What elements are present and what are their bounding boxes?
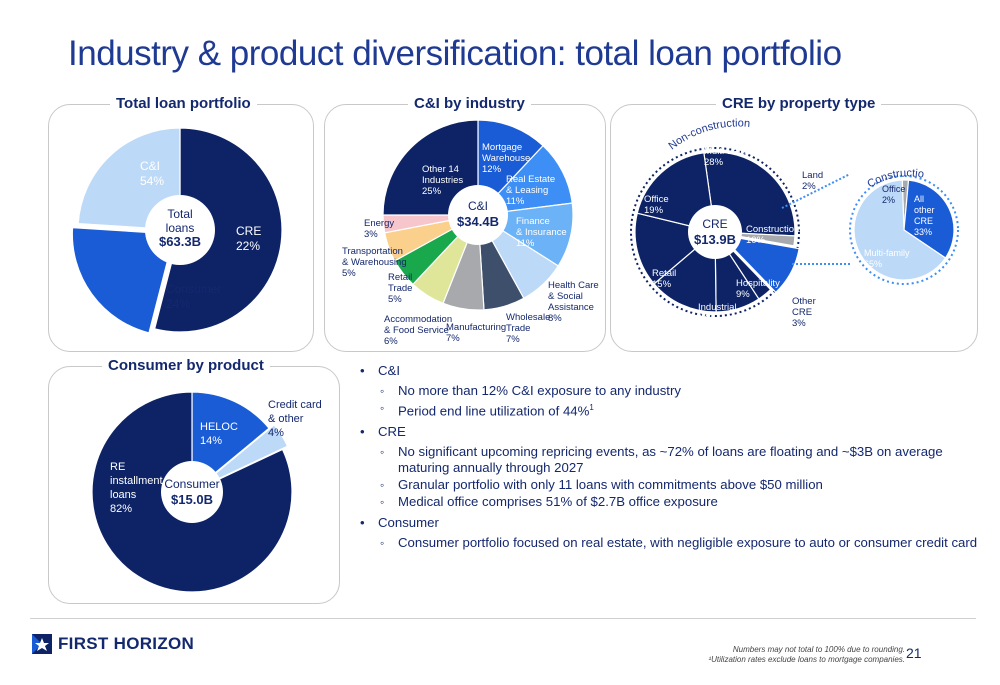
cre-slice-construction: [718, 233, 800, 294]
page-title: Industry & product diversification: tota…: [68, 34, 842, 73]
construction-label-all-other-cre: All other CRE 33%: [914, 194, 935, 237]
slice-label-cre: CRE: [236, 224, 261, 238]
cre-hole: [688, 205, 742, 259]
bullet-ci-sub-2: Period end line utilization of 44%1: [360, 400, 980, 419]
total-loans-center-label: Total loans: [166, 207, 195, 235]
slice-label-credit-card: Credit card & other 4%: [268, 399, 325, 439]
cre-slice-office: [636, 152, 716, 233]
slice-label-heloc: HELOC: [200, 421, 238, 433]
connector-top: [781, 173, 851, 209]
construction-ring: [849, 175, 959, 285]
cre-label-hospitality: Hospitality 9%: [736, 278, 780, 300]
bullet-ci-sub-1: No more than 12% C&I exposure to any ind…: [360, 383, 980, 399]
ci-label-health-care-social-assistance: Health Care & Social Assistance 8%: [548, 280, 599, 324]
total-loans-hole: [145, 195, 215, 265]
ci-industry-title: C&I by industry: [408, 95, 531, 112]
construction-label-multi-family: Multi-family 65%: [864, 248, 910, 269]
cre-label-other-cre: Other CRE 3%: [792, 296, 816, 329]
ci-center-value: $34.4B: [457, 214, 499, 229]
ci-hole: [448, 185, 508, 245]
slice-pct-consumer: 24%: [166, 297, 190, 311]
consumer-slice-heloc: [191, 391, 270, 494]
slice-label-re-installment: RE installment loans 82%: [110, 461, 166, 515]
bullet-cre-sub-3: Medical office comprises 51% of $2.7B of…: [360, 494, 980, 510]
cre-property-title: CRE by property type: [716, 95, 882, 112]
consumer-product-title: Consumer by product: [102, 357, 270, 374]
ci-label-manufacturing: Manufacturing 7%: [446, 322, 506, 344]
footnote-utilization: ¹Utilization rates exclude loans to mort…: [708, 655, 905, 664]
total-loans-slice-cre: [71, 227, 176, 334]
ci-label-transportation-warehousing: Transportation & Warehousing 5%: [342, 246, 407, 279]
cre-label-industrial: Industrial 14%: [698, 302, 737, 324]
total-loans-slice-c-i: [153, 127, 283, 333]
slice-label-ci: C&I: [140, 159, 160, 173]
ci-label-wholesale-trade: Wholesale Trade 7%: [506, 312, 550, 345]
consumer-center-value: $15.0B: [171, 492, 213, 507]
ci-center-label: C&I: [468, 199, 488, 213]
footer-divider: [30, 618, 976, 619]
bullet-consumer: Consumer: [360, 514, 980, 531]
bullet-ci: C&I: [360, 362, 980, 379]
cre-label-retail: Retail 15%: [652, 268, 676, 290]
total-loans-center-value: $63.3B: [159, 234, 201, 249]
ci-label-other-14-industries: Other 14 Industries 25%: [422, 164, 463, 197]
cre-center-label: CRE: [702, 217, 727, 231]
logo-text: FIRST HORIZON: [58, 634, 195, 653]
cre-label-multi-family: Multi-Family 28%: [704, 146, 755, 168]
cre-label-office: Office 19%: [644, 194, 669, 216]
footnote-rounding: Numbers may not total to 100% due to rou…: [732, 645, 905, 654]
cre-property-chart: CRE $13.9B Non-construction Construction…: [612, 110, 959, 329]
key-points: C&I No more than 12% C&I exposure to any…: [360, 362, 980, 552]
bullet-cre-sub-1: No significant upcoming repricing events…: [360, 444, 980, 476]
footnotes: Numbers may not total to 100% due to rou…: [708, 645, 905, 665]
ci-industry-chart: C&I $34.4B Mortgage Warehouse 12%Real Esta…: [342, 119, 599, 347]
non-construction-ring: [630, 147, 800, 317]
logo-mark-icon: [32, 634, 52, 654]
consumer-hole: [161, 461, 223, 523]
cre-label-construction: Construction 10%: [746, 224, 799, 246]
total-loans-slice-consumer: [77, 127, 181, 231]
page-number: 21: [906, 645, 922, 661]
construction-slice-multi-family: [853, 179, 947, 281]
ci-label-real-estate-leasing: Real Estate & Leasing 11%: [506, 174, 555, 207]
slice-label-consumer: Consumer: [166, 282, 221, 296]
slice-pct-heloc: 14%: [200, 435, 222, 447]
slice-pct-ci: 54%: [140, 174, 164, 188]
ci-label-mortgage-warehouse: Mortgage Warehouse 12%: [482, 142, 530, 175]
consumer-center-label: Consumer: [164, 477, 219, 491]
consumer-product-chart: Consumer $15.0B HELOC 14% Credit card & …: [91, 391, 325, 593]
ci-label-accommodation-food-service: Accommodation & Food Service 6%: [384, 314, 452, 347]
total-loans-title: Total loan portfolio: [110, 95, 257, 112]
bullet-cre-sub-2: Granular portfolio with only 11 loans wi…: [360, 477, 980, 493]
slice-pct-cre: 22%: [236, 239, 260, 253]
ci-label-energy: Energy 3%: [364, 218, 394, 240]
construction-label-office: Office 2%: [882, 184, 905, 205]
ci-slice-other-14-industries: [382, 119, 479, 216]
cre-center-value: $13.9B: [694, 232, 736, 247]
bullet-consumer-sub-1: Consumer portfolio focused on real estat…: [360, 535, 980, 551]
cre-label-land: Land 2%: [802, 170, 823, 192]
ci-label-finance-insurance: Finance & Insurance 11%: [516, 216, 567, 249]
ci-label-retail-trade: Retail Trade 5%: [388, 272, 412, 305]
bullet-cre: CRE: [360, 423, 980, 440]
consumer-slice-credit-card-other: [196, 424, 289, 490]
total-loans-chart: Total loans $63.3B C&I 54% CRE 22% Consum…: [71, 127, 283, 334]
first-horizon-logo: FIRST HORIZON: [32, 634, 194, 654]
construction-slice-all-other-cre: [903, 179, 955, 259]
